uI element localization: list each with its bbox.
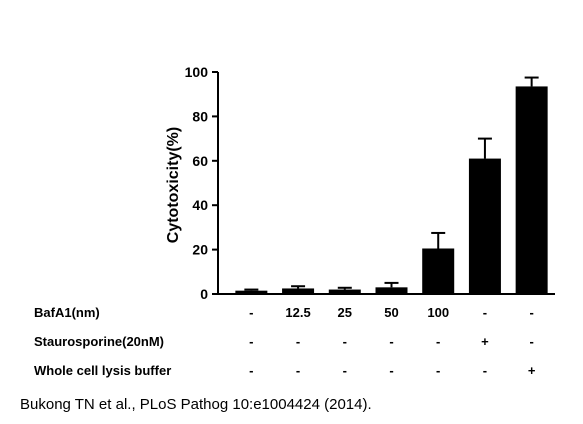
condition-cell: - <box>483 305 487 320</box>
condition-cell: - <box>436 334 440 349</box>
condition-cell: - <box>343 334 347 349</box>
condition-row-label: Whole cell lysis buffer <box>34 363 171 378</box>
condition-cell: - <box>249 363 253 378</box>
condition-cell: 100 <box>427 305 449 320</box>
condition-cell: - <box>249 334 253 349</box>
condition-table: BafA1(nm) - 12.5 25 50 100 - - Staurosporine(20n… <box>34 305 536 378</box>
condition-cell: - <box>343 363 347 378</box>
bar <box>235 290 268 294</box>
condition-row-label: BafA1(nm) <box>34 305 100 320</box>
bar <box>468 158 501 294</box>
axes: 0 20 40 60 80 100 <box>185 64 555 302</box>
condition-cell: - <box>436 363 440 378</box>
condition-row-label: Staurosporine(20nM) <box>34 334 164 349</box>
y-tick-label: 20 <box>192 242 208 258</box>
condition-cell: - <box>249 305 253 320</box>
y-tick-label: 80 <box>192 108 208 124</box>
citation: Bukong TN et al., PLoS Pathog 10:e100442… <box>20 396 372 413</box>
error-bars <box>244 76 539 291</box>
y-tick-label: 40 <box>192 197 208 213</box>
condition-cell: + <box>528 363 536 378</box>
bar <box>515 86 548 295</box>
condition-cell: - <box>296 363 300 378</box>
condition-cell: - <box>389 334 393 349</box>
bar <box>282 288 315 294</box>
condition-cell: - <box>529 334 533 349</box>
condition-cell: - <box>529 305 533 320</box>
y-axis-label: Cytotoxicity(%) <box>165 127 182 243</box>
bars <box>235 86 548 295</box>
condition-cell: - <box>389 363 393 378</box>
condition-cell: 12.5 <box>285 305 310 320</box>
condition-cell: - <box>296 334 300 349</box>
bar <box>375 287 408 294</box>
bar <box>422 248 455 294</box>
condition-cell: - <box>483 363 487 378</box>
y-tick-label: 0 <box>200 286 208 302</box>
condition-cell: + <box>481 334 489 349</box>
bar <box>328 289 361 294</box>
y-tick-label: 60 <box>192 153 208 169</box>
condition-cell: 50 <box>384 305 398 320</box>
y-tick-label: 100 <box>185 64 209 80</box>
condition-cell: 25 <box>338 305 352 320</box>
